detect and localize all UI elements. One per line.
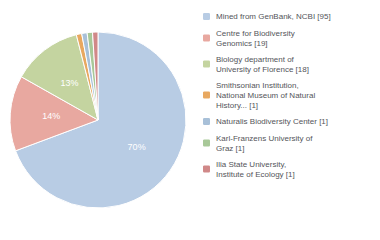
svg-text:Biology department of: Biology department of (216, 55, 295, 64)
svg-text:Mined from GenBank, NCBI [95]: Mined from GenBank, NCBI [95] (216, 12, 331, 21)
svg-text:Centre for Biodiversity: Centre for Biodiversity (216, 29, 295, 38)
svg-text:13%: 13% (60, 78, 78, 88)
svg-text:Genomics [19]: Genomics [19] (216, 39, 268, 48)
svg-text:History... [1]: History... [1] (216, 101, 258, 110)
svg-text:Smithsonian Institution,: Smithsonian Institution, (216, 81, 299, 90)
svg-text:70%: 70% (128, 142, 146, 152)
svg-text:Karl-Franzens University of: Karl-Franzens University of (216, 134, 313, 143)
svg-text:National Museum of Natural: National Museum of Natural (216, 91, 315, 100)
svg-text:14%: 14% (42, 111, 60, 121)
svg-text:Naturalis Biodiversity Center: Naturalis Biodiversity Center [1] (216, 117, 328, 126)
svg-text:Graz [1]: Graz [1] (216, 144, 244, 153)
svg-text:Ilia State University,: Ilia State University, (216, 160, 286, 169)
svg-text:University of Florence [18]: University of Florence [18] (216, 65, 309, 74)
svg-text:Institute of Ecology [1]: Institute of Ecology [1] (216, 170, 295, 179)
